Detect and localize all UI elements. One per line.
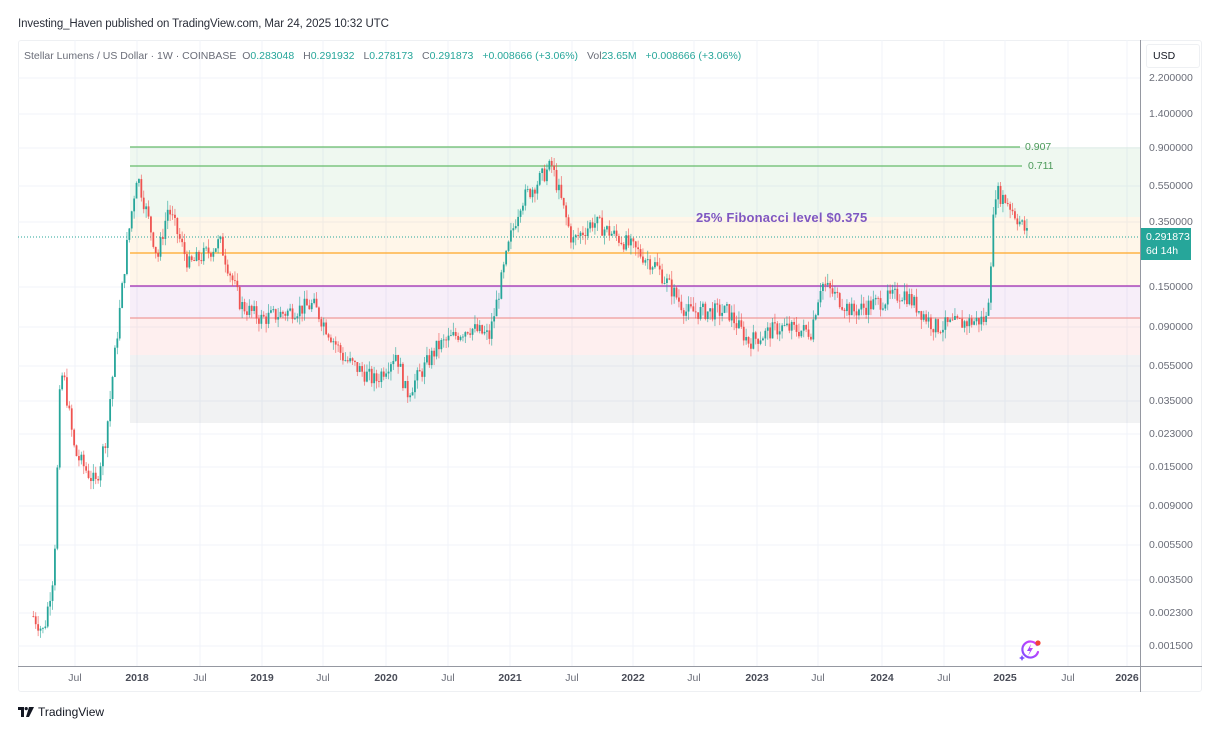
symbol-legend: Stellar Lumens / US Dollar · 1W · COINBA…: [24, 50, 747, 62]
time-tick-label: Jul: [193, 672, 207, 684]
open-value: 0.283048: [250, 50, 295, 62]
fib-zones: [18, 146, 1140, 423]
time-tick-label: 2019: [250, 672, 274, 684]
price-axis[interactable]: [1140, 40, 1202, 666]
candlestick-chart[interactable]: [18, 40, 1140, 666]
price-tick-label: 0.002300: [1149, 607, 1193, 619]
fibonacci-annotation[interactable]: 25% Fibonacci level $0.375: [696, 210, 868, 225]
axis-corner: [1140, 666, 1141, 692]
high-label: H: [303, 50, 311, 62]
time-tick-label: 2023: [745, 672, 769, 684]
price-tick-label: 0.015000: [1149, 461, 1193, 473]
price-tick-label: 0.001500: [1149, 640, 1193, 652]
time-tick-label: Jul: [441, 672, 455, 684]
last-price-badge: 0.291873 6d 14h: [1141, 228, 1191, 260]
gridlines: [18, 40, 1140, 666]
last-price-value: 0.291873: [1146, 231, 1190, 243]
symbol-name: Stellar Lumens / US Dollar · 1W · COINBA…: [24, 50, 237, 62]
open-label: O: [242, 50, 251, 62]
time-tick-label: 2026: [1115, 672, 1139, 684]
time-tick-label: Jul: [937, 672, 951, 684]
price-tick-label: 0.055000: [1149, 360, 1193, 372]
change-value: +0.008666 (+3.06%): [482, 50, 579, 62]
price-tick-label: 0.550000: [1149, 180, 1193, 192]
volume-label: Vol: [586, 50, 602, 62]
high-value: 0.291932: [310, 50, 355, 62]
volume-value: 23.65M: [601, 50, 637, 62]
close-value: 0.291873: [429, 50, 474, 62]
time-axis[interactable]: [18, 666, 1202, 692]
volume-change: +0.008666 (+3.06%): [645, 50, 742, 62]
ai-assistant-icon[interactable]: [1017, 637, 1043, 663]
time-tick-label: Jul: [1061, 672, 1075, 684]
time-tick-label: Jul: [687, 672, 701, 684]
price-tick-label: 1.400000: [1149, 108, 1193, 120]
price-tick-label: 0.009000: [1149, 500, 1193, 512]
fib-label-0711: 0.711: [1028, 160, 1054, 172]
price-tick-label: 0.090000: [1149, 321, 1193, 333]
time-tick-label: Jul: [565, 672, 579, 684]
time-tick-label: Jul: [68, 672, 82, 684]
close-label: C: [422, 50, 430, 62]
currency-selector[interactable]: USD: [1146, 44, 1200, 68]
low-value: 0.278173: [369, 50, 414, 62]
bar-countdown: 6d 14h: [1146, 245, 1179, 257]
time-tick-label: Jul: [811, 672, 825, 684]
low-label: L: [363, 50, 370, 62]
time-tick-label: 2025: [993, 672, 1017, 684]
published-by-line: Investing_Haven published on TradingView…: [18, 18, 389, 30]
price-tick-label: 0.350000: [1149, 216, 1193, 228]
price-tick-label: 0.150000: [1149, 281, 1193, 293]
time-tick-label: Jul: [316, 672, 330, 684]
price-tick-label: 0.035000: [1149, 395, 1193, 407]
chart-plot-area[interactable]: [18, 40, 1140, 666]
price-tick-label: 0.005500: [1149, 539, 1193, 551]
tradingview-brand: TradingView: [38, 705, 105, 719]
price-tick-label: 0.003500: [1149, 574, 1193, 586]
time-tick-label: 2020: [374, 672, 398, 684]
time-tick-label: 2018: [125, 672, 149, 684]
time-tick-label: 2022: [621, 672, 645, 684]
time-tick-label: 2024: [870, 672, 894, 684]
fib-label-0907: 0.907: [1025, 141, 1052, 153]
price-tick-label: 0.023000: [1149, 428, 1193, 440]
time-tick-label: 2021: [498, 672, 522, 684]
price-tick-label: 2.200000: [1149, 72, 1193, 84]
candles: [32, 157, 1028, 638]
tradingview-logo[interactable]: TradingView: [18, 705, 104, 719]
price-tick-label: 0.900000: [1149, 142, 1193, 154]
tradingview-logo-icon: [18, 707, 34, 717]
